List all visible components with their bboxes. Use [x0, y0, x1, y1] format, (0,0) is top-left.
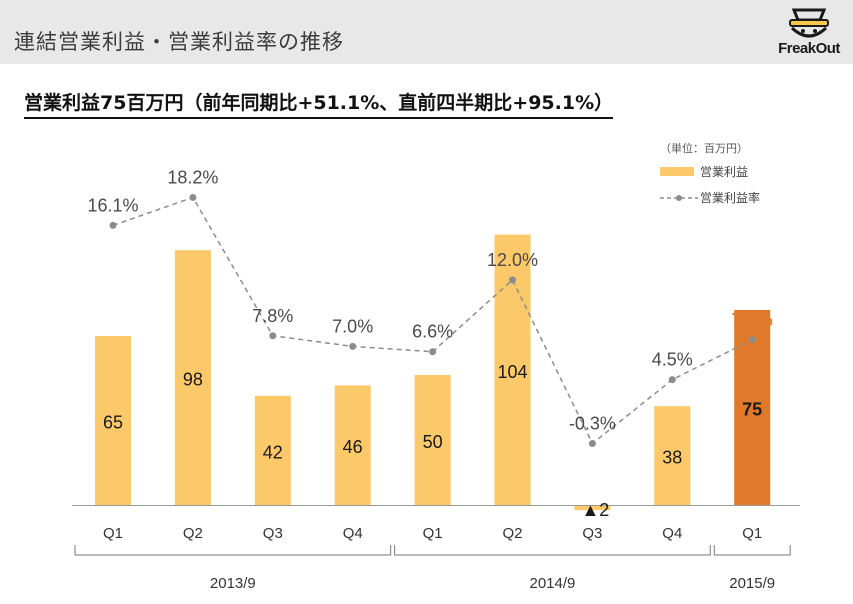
bar-value-label: 98 [183, 370, 203, 390]
bar [414, 375, 451, 505]
x-tick-label: Q4 [662, 525, 682, 542]
bar-value-label: 104 [497, 362, 527, 382]
group-bracket [74, 545, 392, 556]
x-tick-label: Q2 [502, 525, 522, 542]
line-value-label: 7.0% [332, 316, 373, 336]
x-tick-label: Q4 [343, 525, 363, 542]
logo-icon [789, 8, 829, 38]
group-label: 2014/9 [530, 575, 576, 592]
line-point [349, 342, 357, 350]
line-value-label: 4.5% [652, 350, 693, 370]
bar-value-label: ▲2 [581, 500, 609, 520]
x-tick-label: Q2 [183, 525, 203, 542]
x-tick-label: Q3 [263, 525, 283, 542]
page-title: 連結営業利益・営業利益率の推移 [14, 30, 344, 54]
x-tick-label: Q3 [582, 525, 602, 542]
x-tick-label: Q1 [423, 525, 443, 542]
group-label: 2015/9 [729, 575, 775, 592]
group-label: 2013/9 [210, 575, 256, 592]
legend-label-line: 営業利益率 [700, 191, 761, 205]
bar-value-label: 50 [423, 432, 443, 452]
bar [174, 250, 211, 505]
line-point [588, 439, 596, 447]
line-point [668, 376, 676, 384]
group-bracket [394, 545, 711, 556]
line-point [429, 348, 437, 356]
line-point [109, 221, 117, 229]
freakout-logo: FreakOut [770, 4, 848, 60]
legend-label-bar: 営業利益 [700, 165, 749, 179]
group-bracket [713, 545, 791, 556]
bar [654, 406, 691, 505]
bar [95, 336, 131, 505]
line-point [269, 332, 277, 340]
bar [334, 385, 371, 505]
line-value-label: -0.3% [569, 413, 616, 433]
line-value-label: 16.1% [87, 195, 138, 215]
line-value-label: 7.5% [732, 310, 773, 330]
logo-text: FreakOut [778, 40, 840, 57]
legend-bar-swatch [660, 167, 694, 176]
line-point [748, 336, 756, 344]
line-point [189, 193, 197, 201]
bar-value-label: 75 [742, 400, 762, 420]
bar-value-label: 38 [662, 448, 682, 468]
bar-value-label: 65 [103, 413, 123, 433]
x-tick-label: Q1 [103, 525, 123, 542]
bar-value-label: 46 [343, 437, 363, 457]
line-point [509, 276, 516, 284]
line-value-label: 18.2% [167, 167, 218, 187]
unit-label: （単位：百万円） [660, 142, 748, 155]
bar-value-label: 42 [263, 442, 283, 462]
bar [254, 395, 291, 505]
header-bar: 連結営業利益・営業利益率の推移 FreakOut [0, 0, 853, 64]
line-value-label: 6.6% [412, 322, 453, 342]
line-value-label: 12.0% [487, 250, 538, 270]
line-value-label: 7.8% [252, 306, 293, 326]
legend-line-swatch [660, 195, 698, 201]
x-tick-label: Q1 [742, 525, 762, 542]
bar [574, 505, 611, 511]
headline: 営業利益75百万円（前年同期比+51.1%、直前四半期比+95.1%） [24, 88, 614, 119]
